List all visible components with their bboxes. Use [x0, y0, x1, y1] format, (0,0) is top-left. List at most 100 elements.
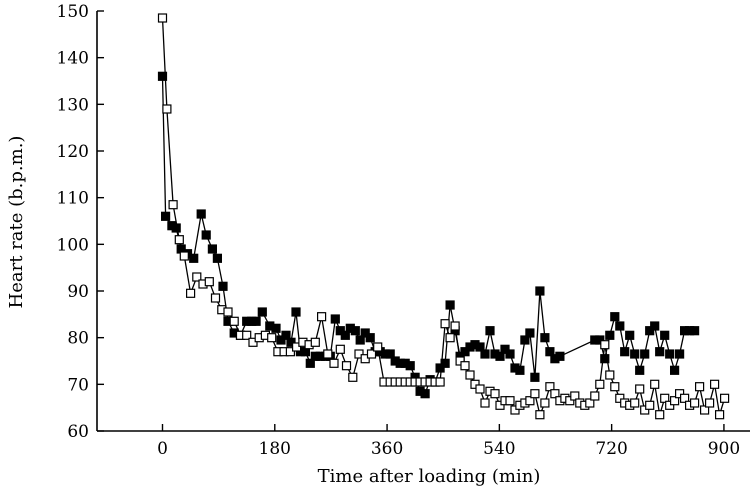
- x-tick-label: 900: [708, 439, 740, 459]
- filled-square-marker: [435, 363, 445, 373]
- open-square-marker: [210, 293, 221, 303]
- open-square-marker: [704, 398, 715, 408]
- open-square-marker: [229, 316, 239, 326]
- filled-square-marker: [600, 354, 610, 364]
- filled-square-marker: [515, 365, 525, 375]
- filled-square-marker: [445, 300, 455, 310]
- filled-square-marker: [605, 330, 615, 340]
- filled-square-marker: [595, 335, 605, 345]
- open-square-marker: [179, 251, 189, 261]
- filled-square-marker: [635, 365, 645, 375]
- series-layer: [157, 13, 730, 420]
- axes: 60 70 80 90 100 110 120 130 140 150 0 180 360 540 720 9…: [57, 2, 750, 459]
- open-square-marker: [323, 349, 333, 359]
- filled-square-marker: [480, 349, 490, 359]
- filled-square-marker: [291, 307, 301, 317]
- filled-square-marker: [615, 321, 625, 331]
- open-square-marker: [630, 398, 640, 408]
- filled-square-marker: [545, 347, 555, 357]
- filled-square-marker: [286, 337, 296, 347]
- filled-square-marker: [365, 333, 375, 343]
- open-square-marker: [192, 272, 202, 282]
- open-square-marker: [535, 410, 545, 420]
- x-tick-label: 360: [371, 439, 403, 459]
- filled-square-marker: [689, 326, 700, 336]
- open-square-marker: [525, 396, 535, 406]
- x-tick-label: 540: [483, 439, 515, 459]
- filled-square-marker: [640, 349, 650, 359]
- y-tick-label: 120: [57, 142, 89, 162]
- open-square-marker: [645, 400, 655, 410]
- filled-square-marker: [257, 307, 267, 317]
- x-axis-title: Time after loading (min): [318, 466, 541, 487]
- open-square-marker: [157, 13, 168, 23]
- open-square-marker: [348, 372, 358, 382]
- filled-square-marker: [540, 333, 550, 343]
- open-square-marker: [354, 349, 364, 359]
- filled-square-marker: [207, 244, 217, 254]
- filled-square-marker: [625, 330, 635, 340]
- open-square-marker: [605, 370, 615, 380]
- filled-square-marker: [405, 361, 415, 371]
- y-tick-label: 90: [67, 282, 89, 302]
- y-tick-label: 60: [67, 422, 89, 442]
- filled-square-marker: [525, 328, 535, 338]
- filled-square-marker: [665, 349, 675, 359]
- open-square-marker: [590, 391, 600, 401]
- open-square-marker: [310, 337, 320, 347]
- open-square-marker: [660, 393, 670, 403]
- open-square-marker: [679, 393, 690, 403]
- x-tick-label: 720: [595, 439, 627, 459]
- filled-square-marker: [630, 349, 640, 359]
- filled-square-marker: [157, 71, 168, 81]
- open-square-marker: [475, 384, 485, 394]
- open-square-marker: [360, 354, 370, 364]
- open-square-marker: [174, 235, 184, 245]
- filled-square-marker: [420, 389, 430, 399]
- filled-square-marker: [276, 335, 286, 345]
- x-tick-label: 180: [259, 439, 291, 459]
- filled-square-marker: [650, 321, 660, 331]
- open-square-marker: [615, 393, 625, 403]
- open-square-marker: [709, 379, 720, 389]
- open-square-marker: [640, 405, 650, 415]
- open-square-marker: [435, 377, 445, 387]
- open-square-marker: [292, 342, 302, 352]
- open-square-marker: [285, 347, 295, 357]
- open-square-marker: [530, 389, 540, 399]
- open-square-marker: [699, 405, 710, 415]
- series-line: [161, 76, 695, 395]
- open-square-marker: [470, 379, 480, 389]
- filled-square-marker: [495, 351, 505, 361]
- open-square-marker: [714, 410, 725, 420]
- open-square-marker: [242, 330, 252, 340]
- open-square-marker: [162, 104, 172, 114]
- filled-square-marker: [655, 347, 665, 357]
- filled-square-marker: [251, 316, 261, 326]
- filled-square-marker: [555, 351, 565, 361]
- open-square-marker: [186, 288, 196, 298]
- filled-square-marker: [485, 326, 495, 336]
- open-square-marker: [329, 358, 339, 368]
- filled-square-marker: [669, 365, 680, 375]
- y-tick-label: 140: [57, 49, 89, 69]
- open-square-marker: [317, 312, 327, 322]
- filled-square-marker: [520, 335, 530, 345]
- filled-square-marker: [674, 349, 685, 359]
- open-square-marker: [223, 307, 233, 317]
- filled-square-marker: [161, 211, 171, 221]
- y-tick-label: 150: [57, 2, 89, 22]
- filled-square-marker: [610, 312, 620, 322]
- open-square-marker: [341, 361, 352, 371]
- open-square-marker: [719, 393, 730, 403]
- y-tick-label: 100: [57, 235, 89, 255]
- open-square-marker: [168, 200, 178, 210]
- open-square-marker: [669, 396, 680, 406]
- x-tick-label: 0: [157, 439, 168, 459]
- open-square-marker: [480, 398, 490, 408]
- filled-square-marker: [189, 253, 199, 263]
- filled-square-marker: [660, 330, 670, 340]
- filled-square-marker: [350, 326, 360, 336]
- filled-square-marker: [505, 349, 515, 359]
